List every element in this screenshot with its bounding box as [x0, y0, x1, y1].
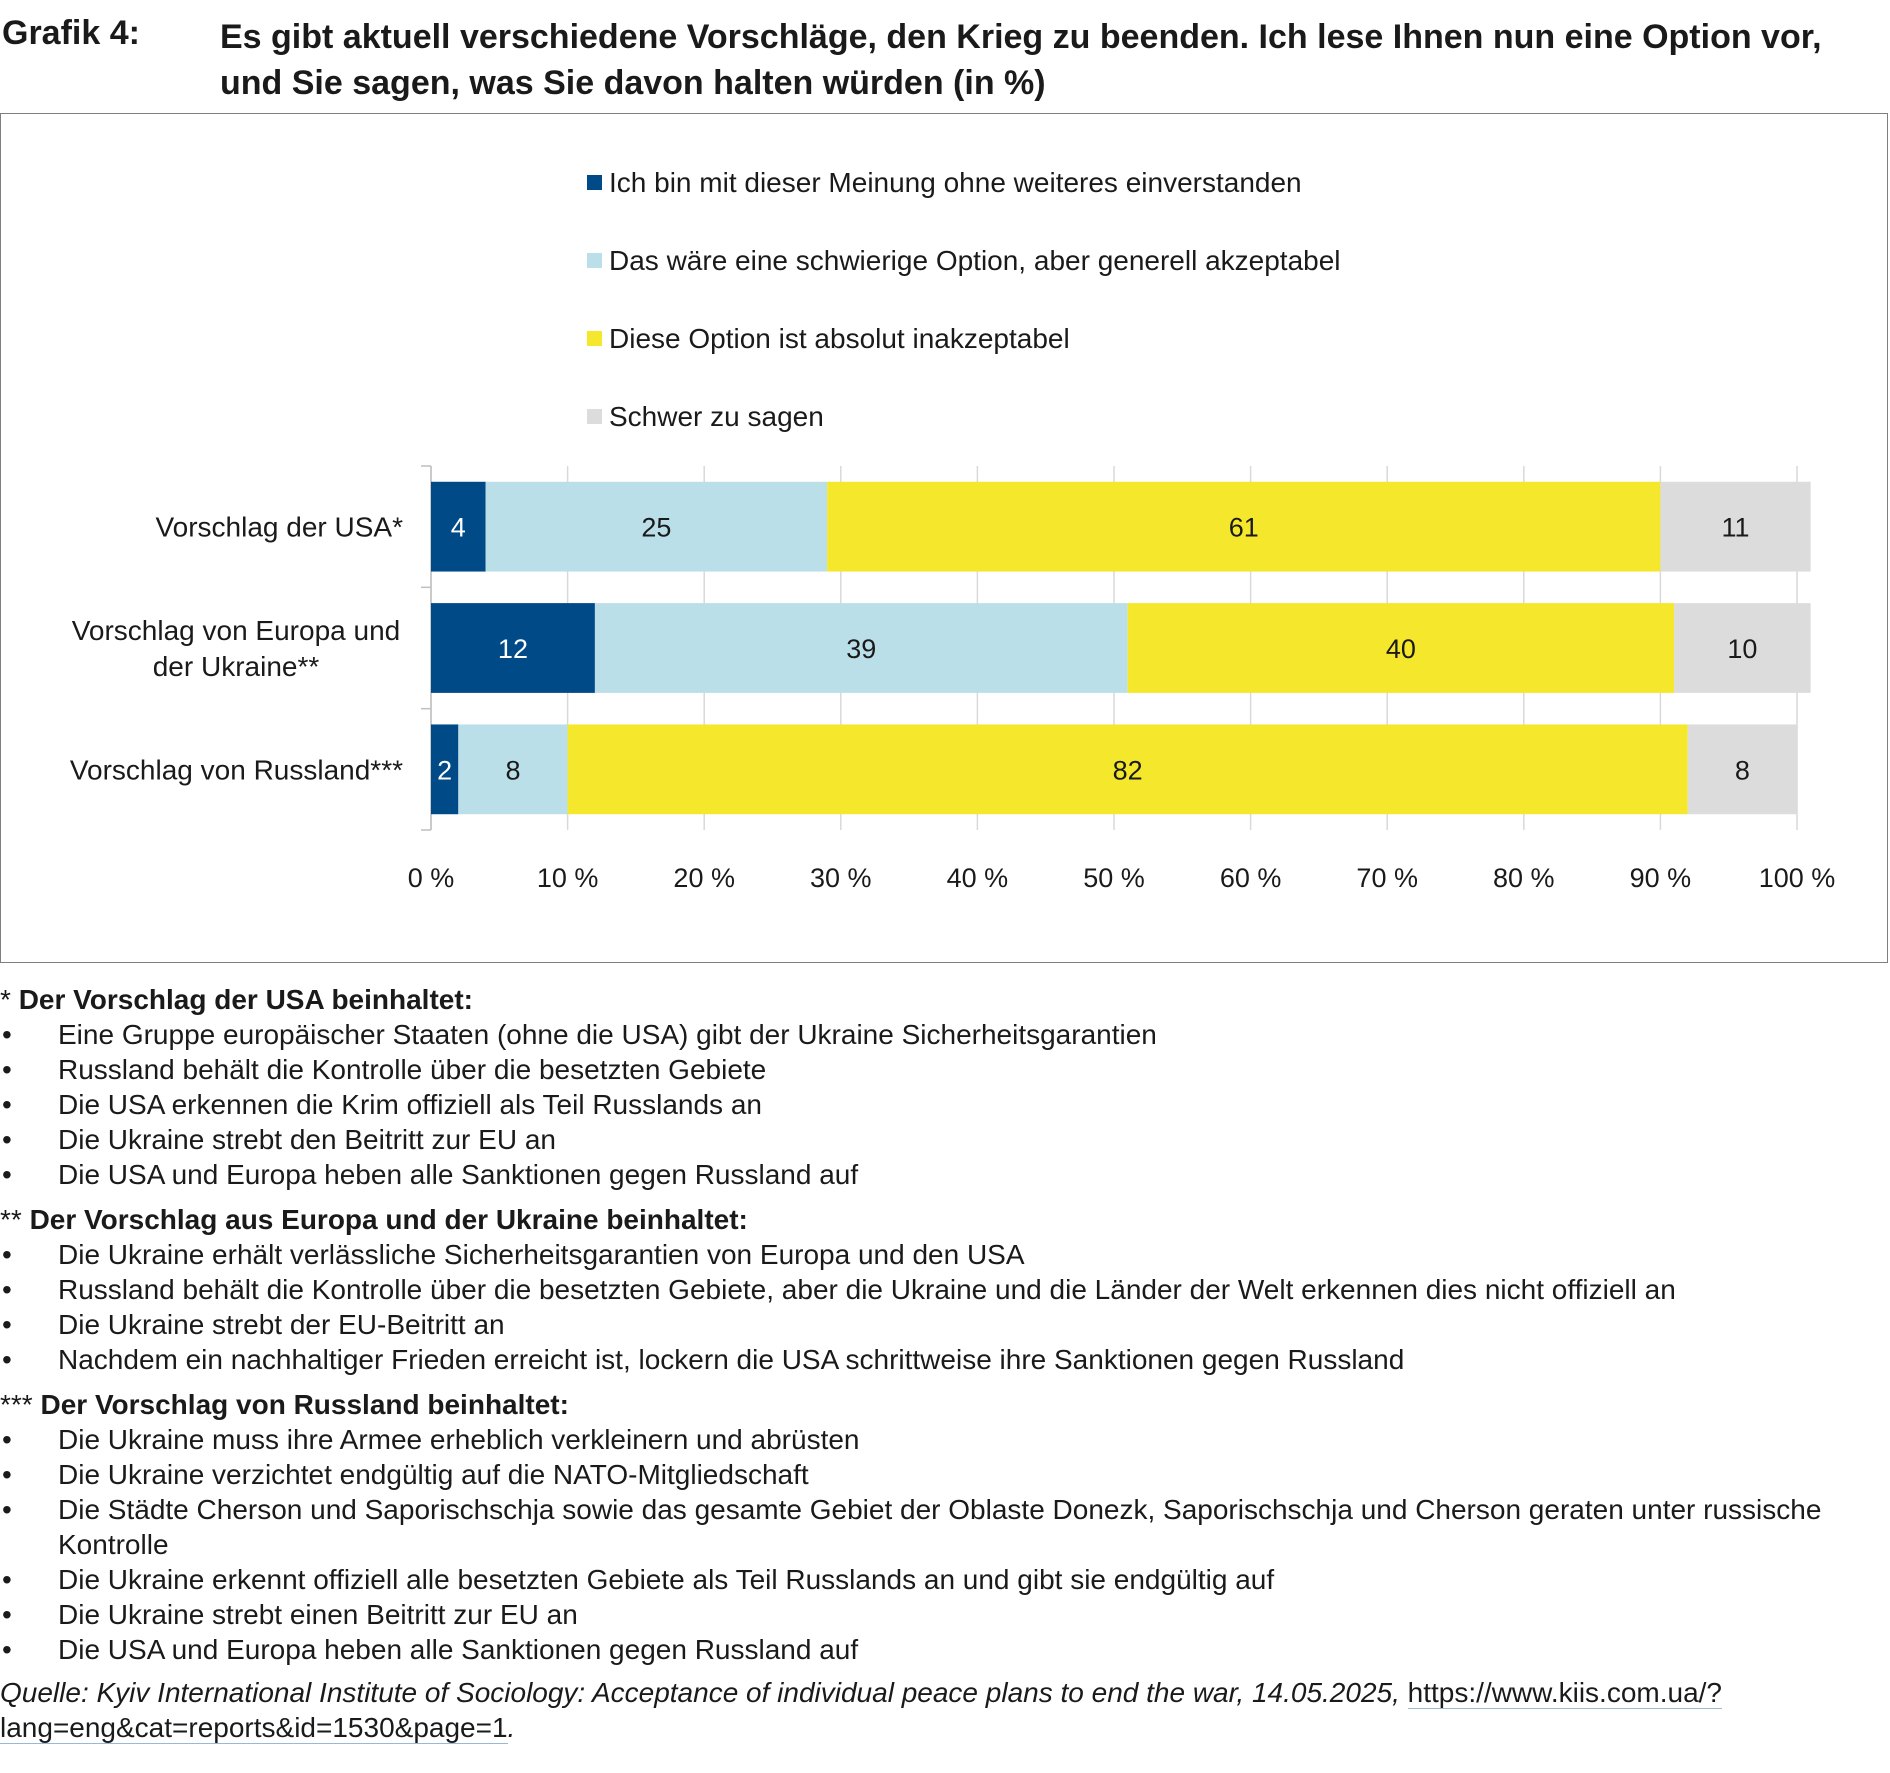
bar-value-label: 25 — [641, 513, 671, 543]
footnote-item: Die Ukraine strebt einen Beitritt zur EU… — [0, 1597, 1890, 1632]
footnote-item: Die Ukraine erhält verlässliche Sicherhe… — [0, 1237, 1890, 1272]
bar-segment — [1127, 603, 1675, 693]
footnote-item: Die Ukraine verzichtet endgültig auf die… — [0, 1457, 1890, 1492]
bar-segment — [458, 724, 568, 815]
legend-swatch — [587, 175, 602, 190]
bar-segment — [485, 481, 828, 572]
legend-label: Das wäre eine schwierige Option, aber ge… — [609, 245, 1341, 276]
legend-label: Schwer zu sagen — [609, 401, 824, 432]
footnote-item: Die Städte Cherson und Saporischschja so… — [0, 1492, 1890, 1562]
footnote-marker: ** — [0, 1204, 30, 1235]
bar-value-label: 12 — [498, 634, 528, 664]
legend-swatch — [587, 409, 602, 424]
footnote-group: ** Der Vorschlag aus Europa und der Ukra… — [0, 1202, 1890, 1377]
footnote-heading-text: Der Vorschlag aus Europa und der Ukraine… — [29, 1204, 748, 1235]
footnote-group: * Der Vorschlag der USA beinhaltet:Eine … — [0, 982, 1890, 1192]
x-tick-label: 20 % — [673, 863, 735, 893]
bar-value-label: 82 — [1113, 755, 1143, 785]
bar-value-label: 10 — [1727, 634, 1757, 664]
legend-label: Diese Option ist absolut inakzeptabel — [609, 323, 1070, 354]
x-tick-label: 80 % — [1493, 863, 1555, 893]
bar-value-label: 39 — [846, 634, 876, 664]
footnote-item: Die USA erkennen die Krim offiziell als … — [0, 1087, 1890, 1122]
bar-value-label: 40 — [1386, 634, 1416, 664]
bar-segment — [594, 603, 1128, 693]
footnote-heading: ** Der Vorschlag aus Europa und der Ukra… — [0, 1202, 1890, 1237]
legend-swatch — [587, 331, 602, 346]
x-tick-label: 100 % — [1759, 863, 1836, 893]
source-note: Quelle: Kyiv International Institute of … — [0, 1675, 1890, 1745]
x-tick-label: 90 % — [1630, 863, 1692, 893]
x-tick-label: 30 % — [810, 863, 872, 893]
bar-segment — [431, 724, 459, 815]
x-tick-label: 40 % — [947, 863, 1009, 893]
bar-segment — [431, 481, 486, 572]
footnotes: * Der Vorschlag der USA beinhaltet:Eine … — [0, 982, 1890, 1745]
bar-segment — [827, 481, 1661, 572]
bar-value-label: 11 — [1722, 513, 1750, 543]
footnote-marker: * — [0, 984, 19, 1015]
footnote-item: Russland behält die Kontrolle über die b… — [0, 1052, 1890, 1087]
footnote-item: Die Ukraine muss ihre Armee erheblich ve… — [0, 1422, 1890, 1457]
footnote-item: Die Ukraine strebt den Beitritt zur EU a… — [0, 1122, 1890, 1157]
bar-segment — [567, 724, 1688, 815]
bar-segment — [1674, 603, 1811, 693]
category-label: Vorschlag der USA* — [156, 512, 404, 543]
footnote-heading-text: Der Vorschlag von Russland beinhaltet: — [40, 1389, 569, 1420]
category-label: Vorschlag von Europa und — [72, 615, 400, 646]
footnote-list: Eine Gruppe europäischer Staaten (ohne d… — [0, 1017, 1890, 1192]
category-label: Vorschlag von Russland*** — [70, 754, 403, 785]
footnote-item: Russland behält die Kontrolle über die b… — [0, 1272, 1890, 1307]
bar-value-label: 4 — [451, 513, 466, 543]
x-tick-label: 60 % — [1220, 863, 1282, 893]
x-tick-label: 10 % — [537, 863, 599, 893]
chart-frame: 4 25 61 11 Vorschlag der USA* 12 39 40 10 Vorschl… — [0, 113, 1888, 963]
footnote-item: Eine Gruppe europäischer Staaten (ohne d… — [0, 1017, 1890, 1052]
footnote-item: Die Ukraine erkennt offiziell alle beset… — [0, 1562, 1890, 1597]
bar-value-label: 2 — [437, 755, 452, 785]
x-tick-label: 0 % — [408, 863, 455, 893]
footnote-marker: *** — [0, 1389, 41, 1420]
footnote-item: Die USA und Europa heben alle Sanktionen… — [0, 1632, 1890, 1667]
bar-segment — [431, 603, 595, 693]
bar-value-label: 61 — [1229, 513, 1259, 543]
legend-label: Ich bin mit dieser Meinung ohne weiteres… — [609, 167, 1302, 198]
source-link[interactable]: https://www.kiis.com.ua/?lang=eng&cat=re… — [0, 1677, 1722, 1744]
bar-value-label: 8 — [1735, 755, 1750, 785]
x-tick-label: 50 % — [1083, 863, 1145, 893]
source-end: . — [507, 1712, 516, 1743]
footnote-list: Die Ukraine muss ihre Armee erheblich ve… — [0, 1422, 1890, 1667]
bar-segment — [1660, 481, 1811, 572]
source-text: Quelle: Kyiv International Institute of … — [0, 1677, 1408, 1708]
stacked-bar-chart: 4 25 61 11 Vorschlag der USA* 12 39 40 10 Vorschl… — [70, 167, 1836, 893]
bar-value-label: 8 — [505, 755, 520, 785]
figure-title: Es gibt aktuell verschiedene Vorschläge,… — [220, 18, 1822, 102]
figure-label: Grafik 4: — [2, 14, 140, 52]
footnote-item: Nachdem ein nachhaltiger Frieden erreich… — [0, 1342, 1890, 1377]
footnote-heading: *** Der Vorschlag von Russland beinhalte… — [0, 1387, 1890, 1422]
x-tick-label: 70 % — [1356, 863, 1418, 893]
footnote-list: Die Ukraine erhält verlässliche Sicherhe… — [0, 1237, 1890, 1377]
footnote-item: Die Ukraine strebt der EU-Beitritt an — [0, 1307, 1890, 1342]
bar-segment — [1687, 724, 1797, 815]
footnote-item: Die USA und Europa heben alle Sanktionen… — [0, 1157, 1890, 1192]
category-label: der Ukraine** — [153, 651, 320, 682]
footnote-group: *** Der Vorschlag von Russland beinhalte… — [0, 1387, 1890, 1667]
footnote-heading: * Der Vorschlag der USA beinhaltet: — [0, 982, 1890, 1017]
footnote-heading-text: Der Vorschlag der USA beinhaltet: — [18, 984, 474, 1015]
legend-swatch — [587, 253, 602, 268]
